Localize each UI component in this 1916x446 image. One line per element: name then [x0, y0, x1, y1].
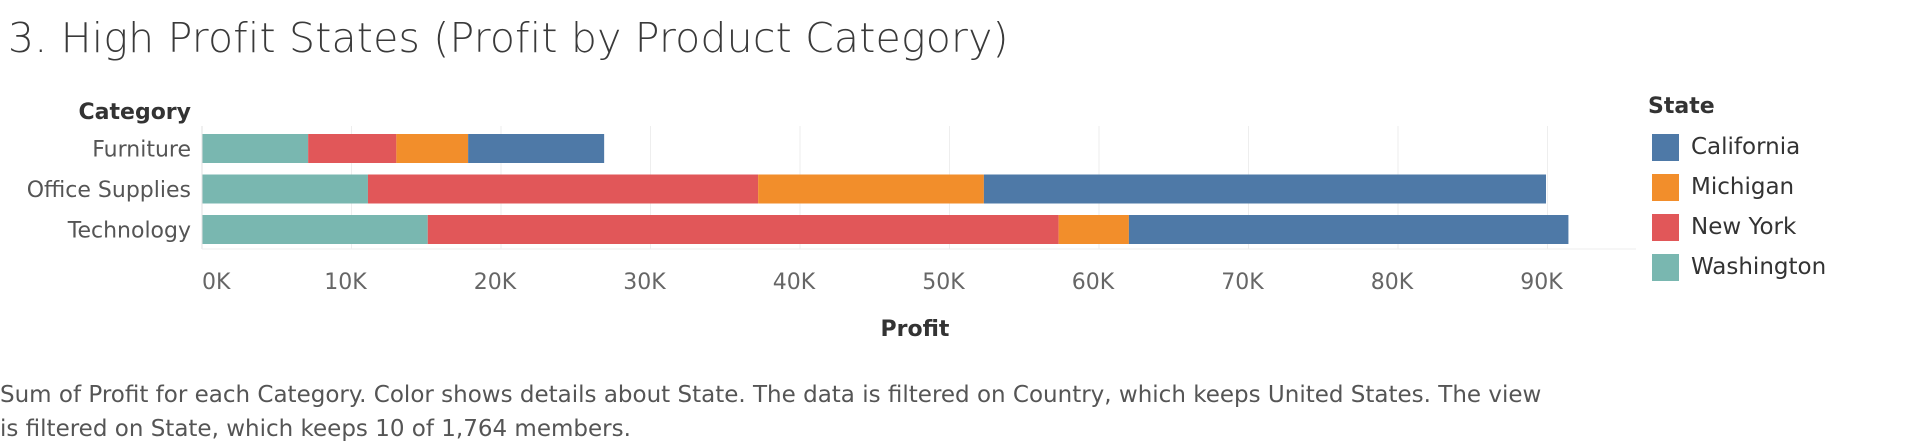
- bar-segment: [1128, 215, 1569, 244]
- x-axis-title: Profit: [881, 317, 950, 342]
- legend-swatch: [1652, 253, 1679, 281]
- chart-caption: Sum of Profit for each Category. Color s…: [0, 382, 1542, 442]
- x-tick-label: 60K: [1072, 270, 1115, 295]
- axes: 0K 10K 20K 30K 40K 50K 60K 70K 80K 90K Furniture Of…: [27, 126, 1636, 295]
- bar-segment: [202, 215, 428, 244]
- bar-segment: [427, 215, 1059, 244]
- legend-title: State: [1648, 94, 1715, 119]
- x-tick-label: 70K: [1221, 270, 1264, 295]
- bar-segment: [367, 174, 759, 204]
- stacked-bar-chart: 0K 10K 20K 30K 40K 50K 60K 70K 80K 90K Furniture Of…: [27, 100, 1636, 342]
- legend-item: Michigan: [1648, 167, 1826, 207]
- bar-segment: [396, 134, 469, 163]
- x-tick-label: 50K: [922, 270, 965, 295]
- bar-segment: [202, 174, 368, 204]
- category-label: Furniture: [92, 138, 191, 163]
- legend-swatch: [1652, 133, 1679, 161]
- legend-item: Washington: [1648, 247, 1826, 287]
- x-tick-label: 80K: [1371, 270, 1414, 295]
- legend-label: New York: [1691, 214, 1797, 240]
- legend-item: New York: [1648, 207, 1826, 247]
- category-label: Technology: [67, 219, 191, 244]
- bar-segment: [202, 134, 309, 163]
- x-tick-label: 40K: [773, 270, 816, 295]
- legend: State California Michigan New York Washingt…: [1648, 94, 1826, 287]
- category-label: Office Supplies: [27, 178, 191, 203]
- legend-label: Michigan: [1691, 174, 1795, 200]
- legend-swatch: [1652, 173, 1679, 201]
- x-tick-label: 90K: [1520, 270, 1563, 295]
- legend-swatch: [1652, 213, 1679, 241]
- bar-segment: [1058, 215, 1129, 244]
- x-tick-label: 0K: [202, 270, 231, 295]
- y-axis-title: Category: [79, 100, 191, 125]
- x-tick-label: 10K: [324, 270, 367, 295]
- legend-label: California: [1691, 134, 1801, 160]
- legend-item: California: [1648, 127, 1826, 167]
- bar-segment: [758, 174, 984, 204]
- bar-segment: [308, 134, 397, 163]
- bars: [202, 134, 1569, 244]
- x-tick-label: 20K: [474, 270, 517, 295]
- chart-title: 3. High Profit States (Profit by Product…: [8, 14, 1009, 62]
- x-tick-label: 30K: [623, 270, 666, 295]
- bar-segment: [468, 134, 605, 163]
- bar-segment: [983, 174, 1547, 204]
- legend-label: Washington: [1691, 254, 1827, 280]
